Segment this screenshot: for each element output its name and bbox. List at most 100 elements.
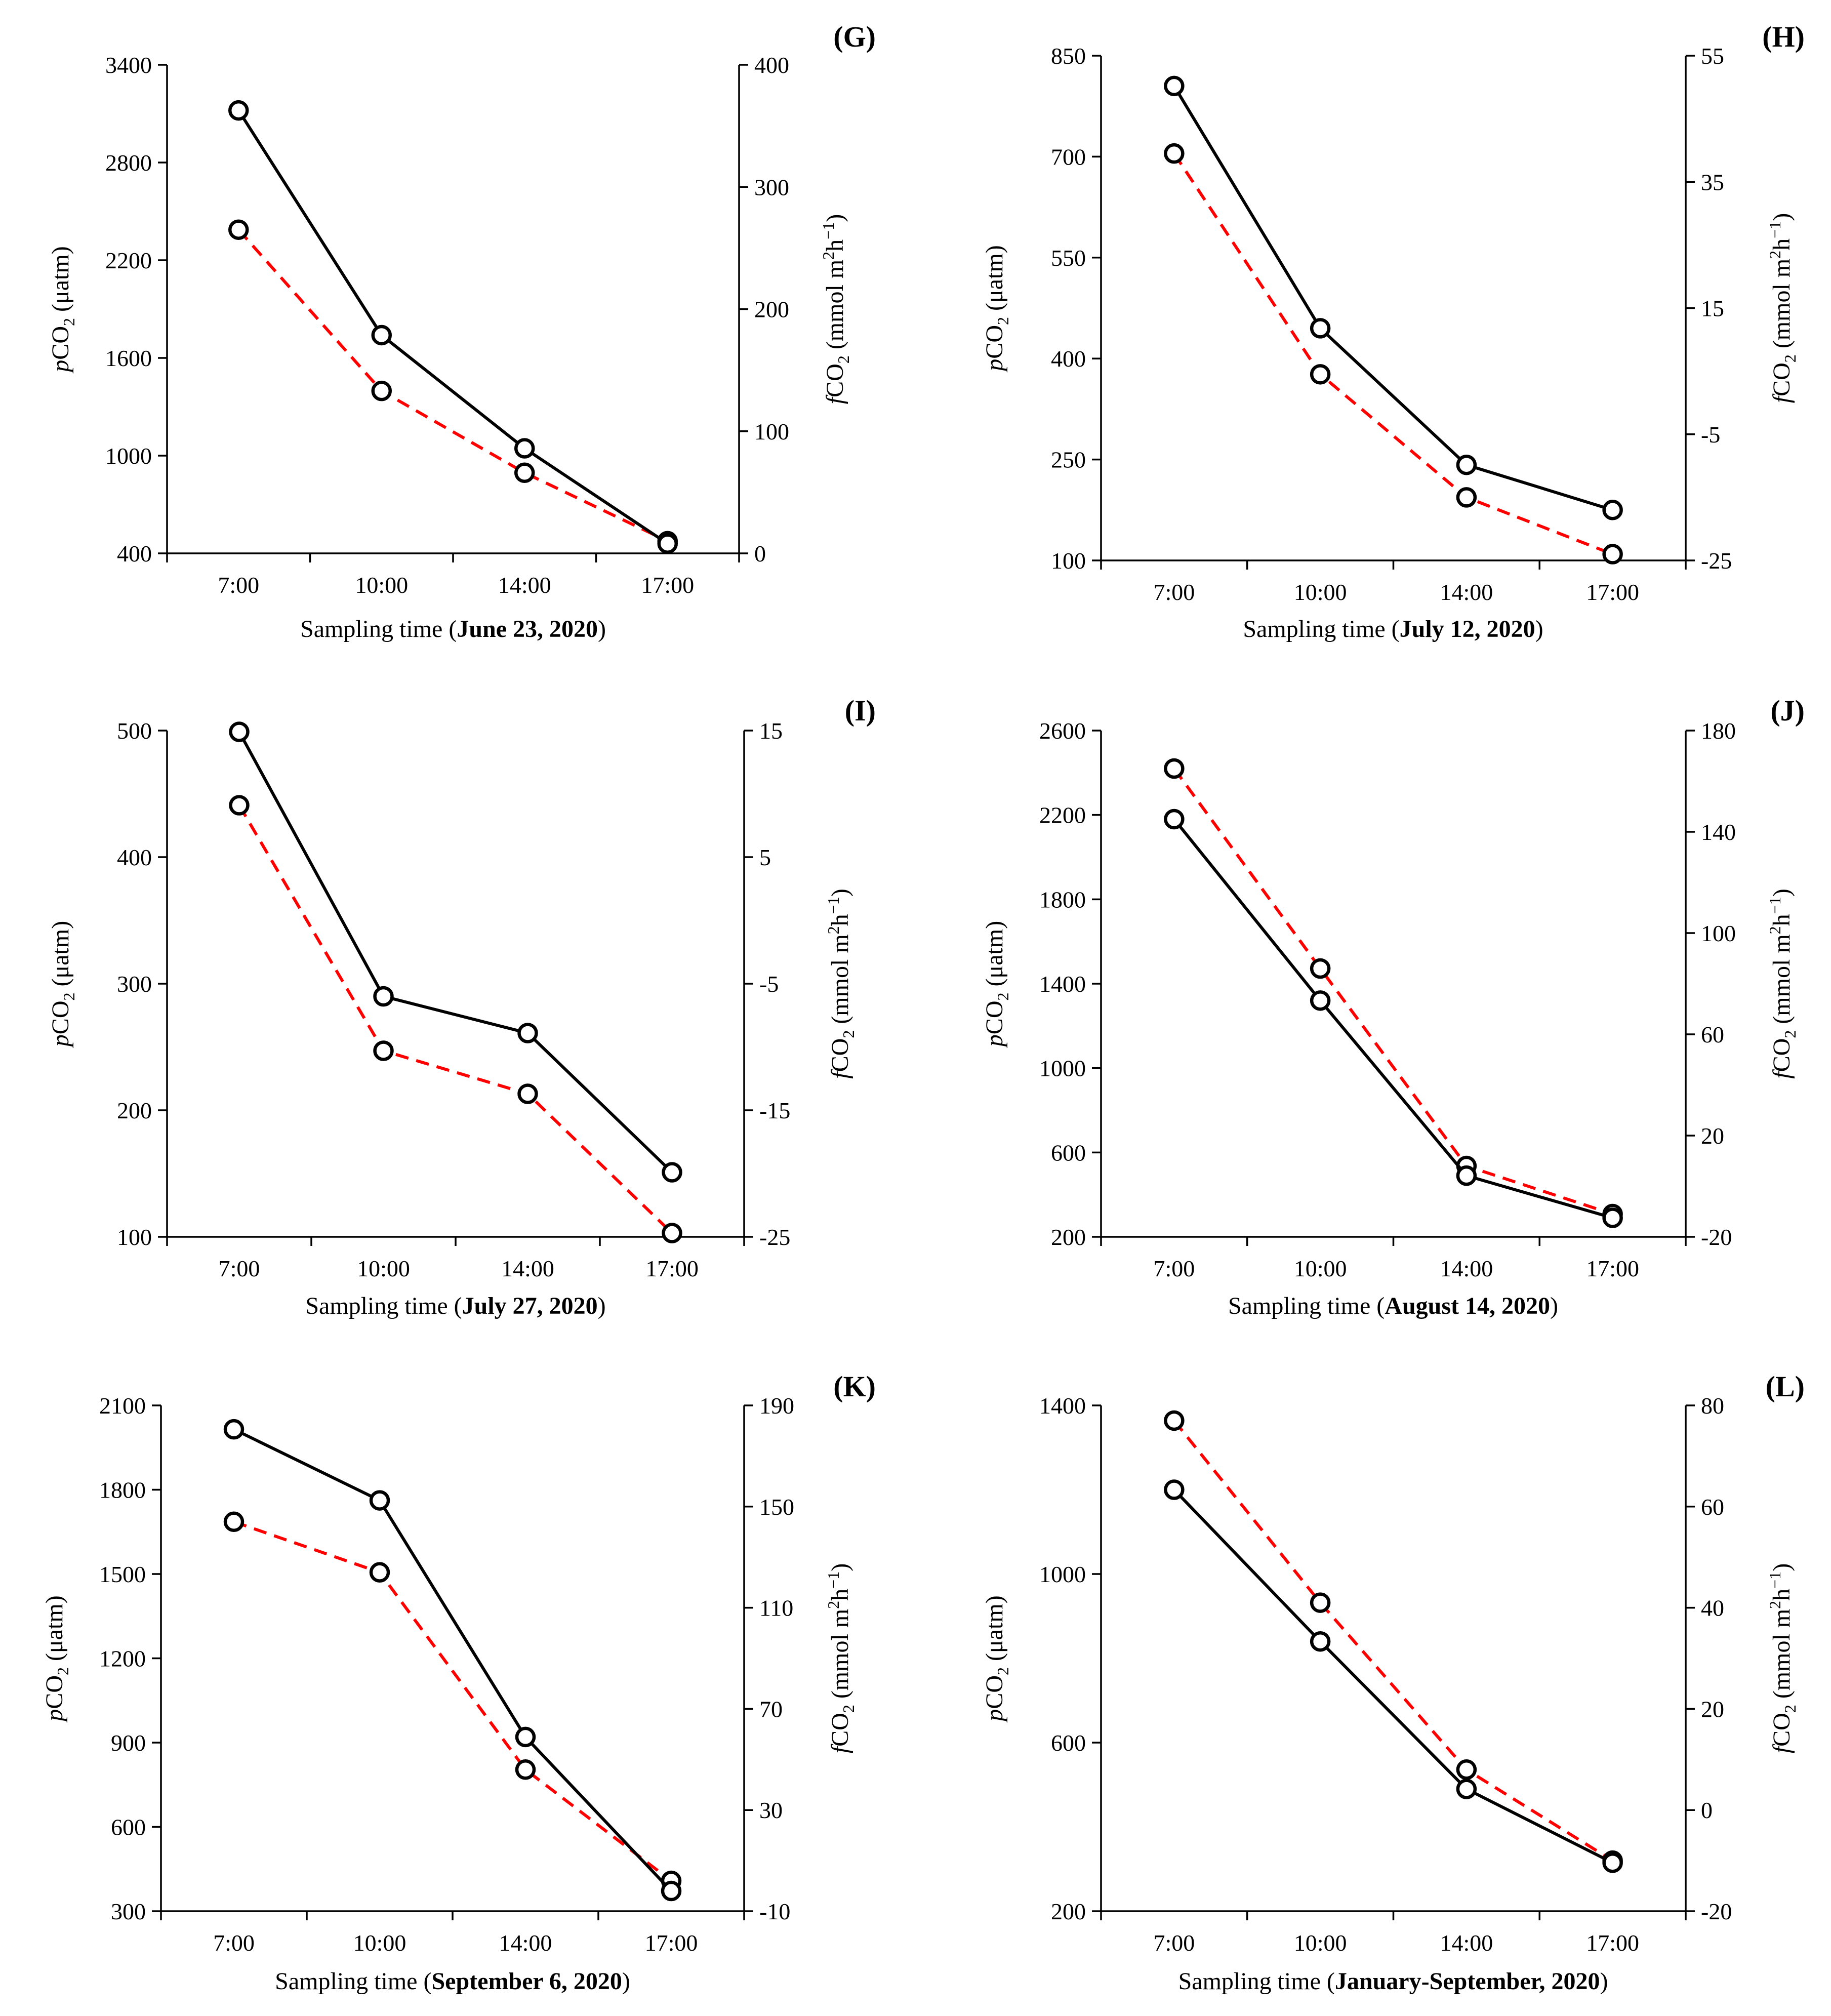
right-tick-label: 300 xyxy=(754,174,789,200)
left-axis-label-unit: (μatm) xyxy=(981,1595,1008,1667)
data-point-pco2 xyxy=(661,1880,682,1902)
panel-j: 7:00 10:00 14:00 17:00200600100014001800220… xyxy=(981,694,1805,1319)
right-tick-label: -5 xyxy=(759,971,779,997)
data-point-fco2 xyxy=(517,1083,538,1104)
x-tick-label: 14:00 xyxy=(499,1930,552,1956)
left-axis-label-sub: 2 xyxy=(54,1667,72,1675)
right-tick-label: -25 xyxy=(759,1224,790,1250)
x-axis-title-suffix: ) xyxy=(598,1293,606,1319)
left-tick-label: 1800 xyxy=(99,1477,146,1503)
left-tick-label: 550 xyxy=(1051,245,1086,271)
data-point-pco2 xyxy=(228,100,249,121)
data-point-fco2 xyxy=(369,1562,390,1583)
left-tick-label: 400 xyxy=(117,541,152,567)
series-line-fco2 xyxy=(1172,152,1613,556)
data-point-pco2 xyxy=(1310,318,1331,339)
left-tick-label: 1600 xyxy=(105,345,152,371)
left-axis-label-italic: p xyxy=(47,1034,74,1048)
x-tick-label: 7:00 xyxy=(1153,1930,1195,1956)
left-tick-label: 200 xyxy=(117,1098,152,1123)
left-tick-label: 2100 xyxy=(99,1393,146,1419)
right-axis-label-end: ) xyxy=(827,1563,853,1571)
right-tick-label: 190 xyxy=(759,1393,794,1419)
right-axis-label-end: ) xyxy=(1768,213,1795,221)
x-tick-label: 7:00 xyxy=(219,1256,260,1281)
right-tick-label: 15 xyxy=(1701,296,1724,321)
series-line-fco2 xyxy=(1172,768,1613,1216)
left-axis-label-sub: 2 xyxy=(994,317,1012,325)
right-axis-label-sup2: −1 xyxy=(1766,221,1784,238)
data-point-fco2 xyxy=(515,1759,536,1780)
panel-l: 7:00 10:00 14:00 17:00 200 600 1000 1400 -20 0 20 4… xyxy=(981,1370,1805,1995)
left-axis-label-main: CO xyxy=(981,1001,1008,1035)
x-tick-label: 10:00 xyxy=(355,572,408,598)
right-axis-label-mid: h xyxy=(827,1589,853,1601)
x-axis-title-prefix: Sampling time ( xyxy=(1243,616,1399,642)
right-axis-label: fCO2 (mmol m2h−1) xyxy=(1766,889,1799,1078)
x-tick-label: 7:00 xyxy=(213,1930,255,1956)
right-axis-label-main: CO xyxy=(827,1713,853,1747)
right-tick-label: 0 xyxy=(754,541,766,567)
left-axis-label-unit: (μatm) xyxy=(41,1595,68,1667)
series-line-pco2 xyxy=(233,1428,673,1892)
data-point-pco2 xyxy=(1456,1779,1477,1799)
left-axis-label: pCO2 (μatm) xyxy=(47,246,78,373)
right-axis-label-mid: h xyxy=(1768,238,1795,251)
left-axis-label-sub: 2 xyxy=(60,993,78,1001)
series-line-pco2 xyxy=(1173,818,1613,1220)
left-tick-label: 200 xyxy=(1051,1899,1086,1924)
x-tick-label: 17:00 xyxy=(1586,1930,1639,1956)
data-point-fco2 xyxy=(514,462,535,483)
left-axis-label-italic: p xyxy=(981,359,1008,373)
right-axis-label-sup1: 2 xyxy=(1766,1601,1784,1609)
x-axis-title: Sampling time (June 23, 2020) xyxy=(300,616,606,642)
right-tick-label: 80 xyxy=(1701,1393,1724,1419)
data-point-pco2 xyxy=(1456,454,1477,475)
right-axis-label-main: CO xyxy=(822,364,848,397)
data-point-pco2 xyxy=(1164,75,1185,97)
right-axis-label: fCO2 (mmol m2h−1) xyxy=(824,889,858,1078)
right-tick-label: 100 xyxy=(1701,920,1736,946)
right-axis-label-end: ) xyxy=(1768,1563,1795,1571)
x-axis-title-date: September 6, 2020 xyxy=(431,1968,622,1995)
data-point-fco2 xyxy=(1310,958,1331,979)
x-tick-label: 14:00 xyxy=(498,572,551,598)
x-axis-title-date: January-September, 2020 xyxy=(1335,1968,1600,1995)
panel-letter: (H) xyxy=(1762,20,1805,53)
left-tick-label: 200 xyxy=(1051,1224,1086,1250)
series-line-fco2 xyxy=(237,228,669,543)
left-tick-label: 1500 xyxy=(99,1561,146,1587)
right-tick-label: 70 xyxy=(759,1696,783,1722)
right-tick-label: 60 xyxy=(1701,1022,1724,1047)
right-axis-label-sup2: −1 xyxy=(824,1571,842,1589)
left-axis-label-unit: (μatm) xyxy=(47,246,74,318)
x-axis-title-suffix: ) xyxy=(1550,1293,1558,1319)
right-axis-label-end: ) xyxy=(827,889,853,897)
right-axis-label-mid: h xyxy=(1768,1589,1795,1601)
data-point-fco2 xyxy=(1310,364,1331,385)
left-tick-label: 600 xyxy=(1051,1140,1086,1165)
data-point-fco2 xyxy=(1164,758,1185,779)
right-tick-label: 40 xyxy=(1701,1595,1724,1621)
x-axis-title: Sampling time (September 6, 2020) xyxy=(275,1968,630,1995)
panel-k: 7:00 10:00 14:00 17:00 300 600 900 1200 1500 1800… xyxy=(41,1370,876,1995)
left-tick-label: 2600 xyxy=(1039,718,1086,744)
left-tick-label: 2800 xyxy=(105,150,152,176)
x-axis-title: Sampling time (July 12, 2020) xyxy=(1243,616,1543,642)
right-axis-label-main: CO xyxy=(827,1038,853,1072)
data-point-pco2 xyxy=(373,986,394,1007)
x-axis-title-suffix: ) xyxy=(1535,616,1543,642)
series-line-fco2 xyxy=(1173,1420,1614,1862)
right-axis-label-end: ) xyxy=(1768,889,1795,897)
x-axis-title-prefix: Sampling time ( xyxy=(275,1968,431,1995)
x-axis-title: Sampling time (July 27, 2020) xyxy=(305,1293,605,1319)
left-axis-label-main: CO xyxy=(981,325,1008,359)
left-tick-label: 300 xyxy=(117,971,152,997)
data-point-fco2 xyxy=(1456,1759,1477,1780)
x-axis-title: Sampling time (August 14, 2020) xyxy=(1228,1293,1558,1319)
data-point-pco2 xyxy=(229,721,250,742)
data-point-fco2 xyxy=(223,1511,245,1533)
x-tick-label: 17:00 xyxy=(645,1256,699,1281)
right-axis-label-sup1: 2 xyxy=(824,926,842,934)
